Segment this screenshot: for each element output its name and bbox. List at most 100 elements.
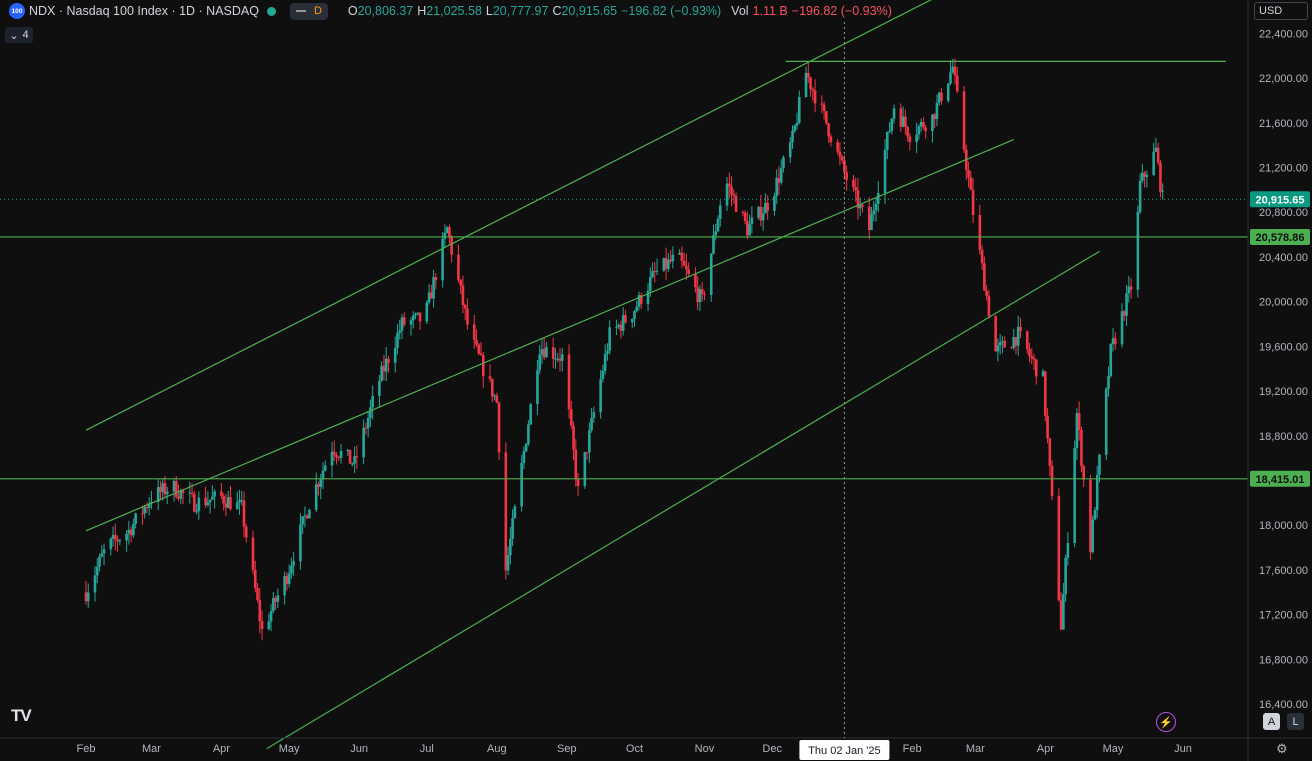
candle-body bbox=[240, 500, 244, 502]
price-label: 20,915.65 bbox=[1256, 194, 1305, 206]
x-tick-label: Mar bbox=[966, 743, 985, 755]
candle-body bbox=[224, 503, 228, 508]
y-tick-label: 19,200.00 bbox=[1259, 386, 1308, 398]
symbol-title[interactable]: NDX · Nasdaq 100 Index · 1D · NASDAQ bbox=[29, 4, 259, 18]
candle-body bbox=[364, 427, 368, 429]
interval-pill[interactable]: D bbox=[289, 2, 328, 20]
candle-body bbox=[583, 452, 587, 486]
candle-body bbox=[362, 427, 365, 458]
tradingview-logo[interactable]: TV bbox=[11, 706, 32, 725]
candle-body bbox=[1030, 355, 1034, 358]
candle-body bbox=[732, 194, 736, 197]
candle-body bbox=[606, 350, 609, 354]
candle-body bbox=[235, 502, 239, 510]
candle-body bbox=[687, 269, 690, 275]
candle-body bbox=[509, 538, 512, 556]
x-tick-label: Feb bbox=[76, 743, 95, 755]
candle-body bbox=[522, 451, 526, 464]
candle-body bbox=[712, 235, 715, 254]
candle-body bbox=[283, 575, 286, 596]
candle-body bbox=[441, 238, 444, 281]
drawn-lines[interactable] bbox=[0, 0, 1248, 750]
candle-body bbox=[132, 523, 135, 536]
candle-body bbox=[680, 252, 684, 261]
candle-body bbox=[827, 123, 830, 137]
candle-body bbox=[621, 315, 625, 331]
trend-line bbox=[85, 139, 1014, 532]
candle-body bbox=[1016, 326, 1020, 346]
indicator-count: 4 bbox=[22, 29, 29, 41]
candle-body bbox=[567, 354, 571, 410]
candle-body bbox=[432, 277, 435, 299]
candle-body bbox=[434, 277, 438, 281]
candle-body bbox=[267, 621, 271, 629]
lightning-icon[interactable]: ⚡ bbox=[1156, 712, 1176, 732]
candle-body bbox=[321, 470, 325, 480]
candle-body bbox=[346, 449, 350, 452]
candle-body bbox=[554, 358, 557, 360]
candle-body bbox=[443, 232, 447, 239]
candle-body bbox=[1143, 172, 1146, 177]
candle-body bbox=[479, 353, 483, 356]
candle-body bbox=[617, 324, 620, 327]
candle-body bbox=[238, 500, 241, 503]
candle-body bbox=[330, 451, 334, 466]
candle-body bbox=[876, 193, 880, 204]
candle-body bbox=[858, 204, 862, 209]
candle-body bbox=[204, 497, 207, 506]
candle-body bbox=[775, 177, 778, 197]
auto-scale-button[interactable]: A bbox=[1263, 713, 1280, 730]
candle-body bbox=[987, 295, 991, 317]
candle-body bbox=[599, 379, 602, 413]
y-tick-label: 20,400.00 bbox=[1259, 252, 1308, 264]
candle-body bbox=[190, 492, 194, 494]
candle-body bbox=[181, 490, 185, 493]
candle-body bbox=[258, 600, 262, 622]
candle-body bbox=[290, 565, 293, 574]
candle-body bbox=[118, 540, 122, 542]
candle-body bbox=[156, 487, 160, 503]
candle-body bbox=[477, 344, 481, 354]
candle-body bbox=[1152, 151, 1155, 175]
gear-icon[interactable]: ⚙ bbox=[1276, 741, 1288, 756]
candle-body bbox=[969, 177, 973, 190]
candle-body bbox=[994, 316, 997, 352]
x-tick-label: Apr bbox=[1037, 743, 1054, 755]
candle-body bbox=[741, 211, 745, 213]
currency-selector[interactable]: USD bbox=[1254, 2, 1308, 20]
candle-body bbox=[1138, 180, 1142, 212]
log-scale-button[interactable]: L bbox=[1287, 713, 1304, 730]
candle-body bbox=[1059, 600, 1063, 630]
candle-body bbox=[161, 483, 165, 492]
candle-body bbox=[714, 231, 718, 236]
candle-body bbox=[1062, 594, 1065, 630]
candle-body bbox=[272, 597, 275, 612]
candle-body bbox=[242, 500, 246, 527]
candle-body bbox=[141, 513, 144, 515]
candle-body bbox=[165, 491, 169, 495]
candle-body bbox=[1136, 211, 1140, 290]
candle-body bbox=[811, 88, 815, 91]
candle-body bbox=[355, 456, 359, 458]
candle-body bbox=[854, 187, 857, 191]
low-value: 20,777.97 bbox=[492, 4, 549, 18]
close-label: C bbox=[552, 4, 562, 18]
x-tick-label: Oct bbox=[626, 743, 643, 755]
candle-body bbox=[922, 122, 925, 128]
candle-body bbox=[226, 497, 230, 508]
candle-body bbox=[1129, 286, 1133, 290]
candle-body bbox=[931, 114, 934, 132]
collapse-indicators-button[interactable]: ⌄ 4 bbox=[5, 27, 33, 43]
candle-body bbox=[899, 108, 903, 127]
candle-body bbox=[100, 553, 104, 557]
candle-body bbox=[560, 354, 564, 361]
candle-body bbox=[430, 292, 433, 299]
candle-body bbox=[1034, 359, 1038, 377]
candle-body bbox=[411, 315, 415, 321]
candle-body bbox=[1025, 331, 1029, 350]
candle-body bbox=[1141, 172, 1144, 181]
y-tick-label: 17,600.00 bbox=[1259, 565, 1308, 577]
candle-body bbox=[504, 452, 508, 571]
candle-body bbox=[260, 621, 264, 629]
